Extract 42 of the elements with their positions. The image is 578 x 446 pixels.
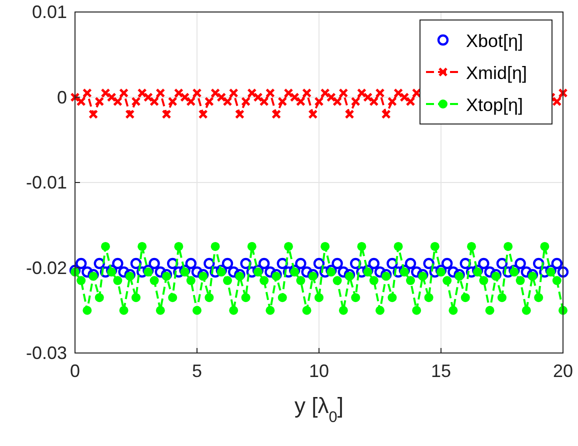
- point: [131, 96, 141, 106]
- y-tick-label: -0.02: [26, 258, 67, 278]
- point: [88, 110, 98, 120]
- point: [162, 110, 172, 120]
- point: [241, 96, 251, 106]
- point: [82, 88, 92, 98]
- point: [344, 110, 354, 120]
- x-tick-label: 5: [192, 361, 202, 381]
- point: [350, 96, 360, 106]
- x-tick-label: 10: [308, 361, 330, 381]
- legend-label: Xmid[η]: [466, 63, 528, 83]
- x-tick-label: 20: [552, 361, 574, 381]
- point: [198, 110, 208, 120]
- legend-label: Xtop[η]: [466, 95, 524, 115]
- point: [308, 110, 318, 120]
- point: [375, 88, 385, 98]
- point: [168, 96, 178, 106]
- legend-label: Xbot[η]: [466, 31, 524, 51]
- y-tick-label: -0.01: [26, 172, 67, 192]
- point: [381, 110, 391, 120]
- point: [228, 88, 238, 98]
- x-tick-label: 0: [70, 361, 80, 381]
- point: [272, 110, 282, 120]
- point: [204, 96, 214, 106]
- point: [94, 96, 104, 106]
- point: [302, 88, 312, 98]
- point: [314, 96, 324, 106]
- point: [387, 96, 397, 106]
- point: [278, 96, 288, 106]
- point: [338, 88, 348, 98]
- point: [125, 110, 135, 120]
- y-tick-label: 0: [56, 87, 67, 108]
- point: [119, 88, 129, 98]
- point: [265, 88, 275, 98]
- point: [192, 88, 202, 98]
- x-tick-label: 15: [430, 361, 452, 381]
- point: [234, 110, 244, 120]
- point: [156, 88, 166, 98]
- y-tick-label: -0.03: [26, 343, 67, 363]
- y-tick-label: 0.01: [32, 2, 67, 22]
- x-axis-title: y [λ$_{0}$]: [294, 393, 344, 426]
- point: [558, 88, 568, 98]
